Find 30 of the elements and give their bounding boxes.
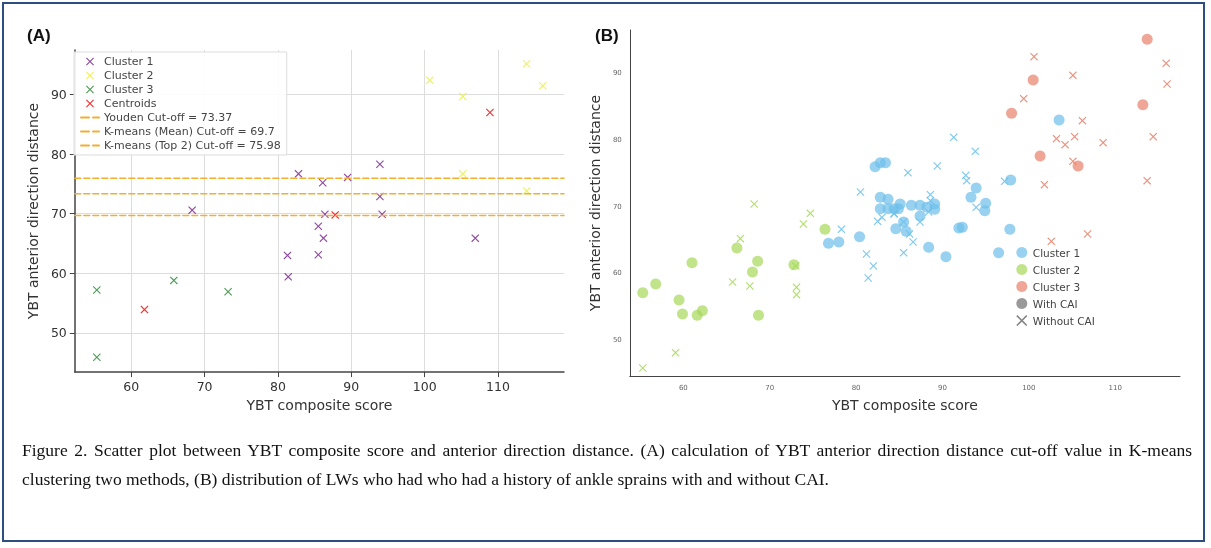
legend-label: Youden Cut-off = 73.37 xyxy=(103,111,233,124)
x-tick-label: 100 xyxy=(412,379,437,395)
x-tick-label: 60 xyxy=(123,379,140,395)
legend-label: Cluster 1 xyxy=(104,55,154,68)
legend-label: Cluster 3 xyxy=(104,83,154,96)
y-tick-label: 90 xyxy=(50,87,67,103)
y-tick-label: 80 xyxy=(50,146,67,162)
y-tick-label: 60 xyxy=(50,265,67,281)
legend-label: Cluster 1 xyxy=(1032,246,1081,259)
legend-label: Without CAI xyxy=(1032,314,1095,327)
legend-label: K-means (Mean) Cut-off = 69.7 xyxy=(104,125,275,138)
legend-label: Centroids xyxy=(104,97,157,110)
chart-title: (A) xyxy=(27,26,51,45)
y-tick-label: 70 xyxy=(50,206,67,222)
x-tick-label: 80 xyxy=(270,379,286,395)
y-axis-title: YBT anterior direction distance xyxy=(25,102,41,321)
x-tick-label: 70 xyxy=(196,379,213,395)
x-axis-title: YBT composite score xyxy=(830,397,978,413)
caption: Figure 2. Scatter plot between YBT composite score and anterior direction distance. (A) calculation of YBT anterior direction distance cut-off value in K-means clustering two methods, (B) distribution of LWs who had who had a history of ankle sprains with and without CAI. xyxy=(22,439,1192,491)
x-tick-label: 110 xyxy=(486,379,510,395)
y-tick-label: 50 xyxy=(50,325,67,341)
legend-label: K-means (Top 2) Cut-off = 75.98 xyxy=(104,139,281,152)
legend-label: Cluster 3 xyxy=(1032,280,1081,293)
x-tick-label: 90 xyxy=(343,379,360,395)
y-axis-title: YBT anterior direction distance xyxy=(587,94,603,313)
legend-label: Cluster 2 xyxy=(1032,263,1081,276)
legend-label: Cluster 2 xyxy=(104,69,154,82)
legend-label: With CAI xyxy=(1032,297,1078,310)
chart-title: (B) xyxy=(595,26,619,45)
x-axis-title: YBT composite score xyxy=(245,397,393,413)
